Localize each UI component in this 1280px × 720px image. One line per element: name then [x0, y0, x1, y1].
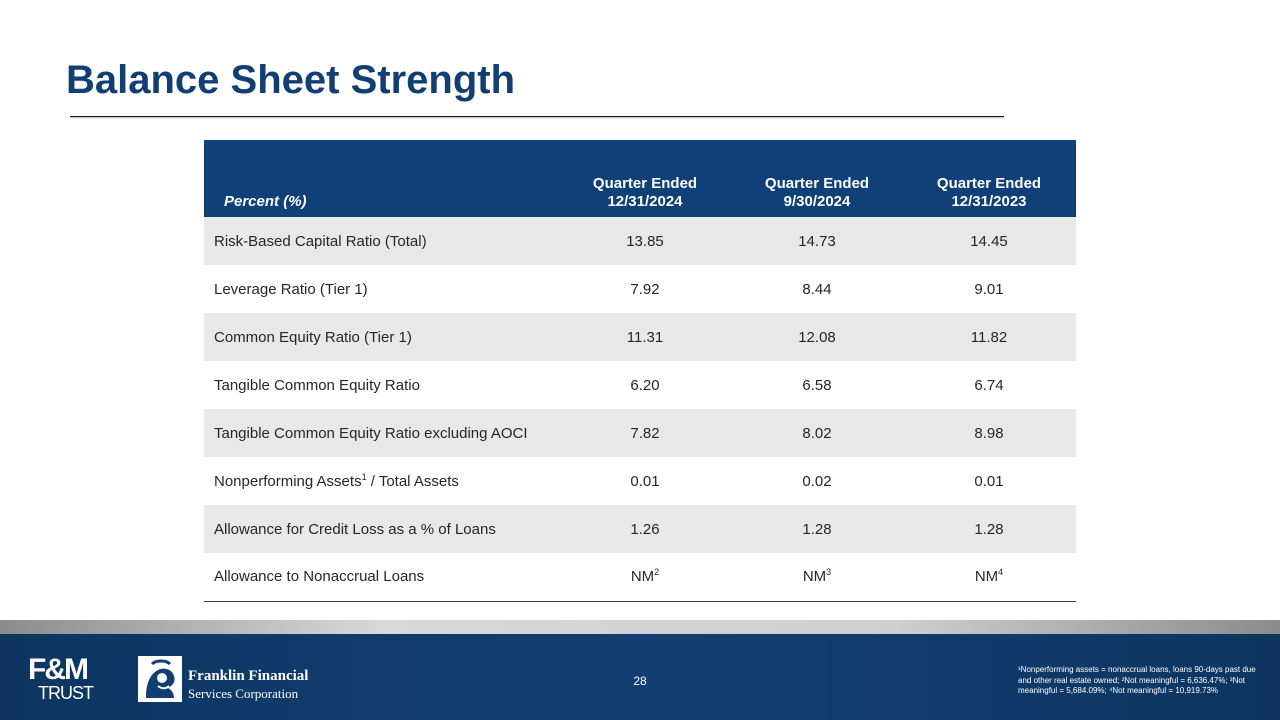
cell-value: 6.74 [974, 376, 1004, 394]
footer-bar: F&M TRUST Franklin Financial Services Co… [0, 634, 1280, 720]
franklin-portrait-icon [138, 656, 182, 702]
title-divider [70, 116, 1004, 117]
footnote-text: ¹Nonperforming assets = nonaccrual loans… [1018, 665, 1256, 695]
cell-value: 1.28 [802, 520, 832, 538]
row-label: Nonperforming Assets1 / Total Assets [214, 471, 459, 490]
footnote-marker: 3 [826, 567, 832, 578]
cell-value: 14.45 [970, 232, 1008, 250]
footnote-marker: 2 [654, 567, 660, 578]
footnote-marker: 1 [361, 471, 367, 482]
table-row: Common Equity Ratio (Tier 1) 11.31 12.08… [204, 313, 1076, 361]
cell-value: 8.44 [802, 280, 832, 298]
cell-value: 0.01 [974, 472, 1004, 490]
franklin-financial-logo: Franklin Financial Services Corporation [138, 656, 308, 702]
table-row: Allowance to Nonaccrual Loans NM2 NM3 NM… [204, 553, 1076, 601]
column-header-q3-2024: Quarter Ended 9/30/2024 [764, 175, 870, 210]
row-label: Allowance for Credit Loss as a % of Loan… [214, 520, 496, 538]
column-header-q4-2023: Quarter Ended 12/31/2023 [936, 175, 1042, 210]
table-header-row: Percent (%) Quarter Ended 12/31/2024 Qua… [204, 140, 1076, 217]
row-label: Risk-Based Capital Ratio (Total) [214, 232, 427, 250]
table-row: Allowance for Credit Loss as a % of Loan… [204, 505, 1076, 553]
cell-value: 8.98 [974, 424, 1004, 442]
cell-value: 14.73 [798, 232, 836, 250]
cell-value: 8.02 [802, 424, 832, 442]
footnote-marker: 4 [998, 567, 1004, 578]
cell-value: 11.82 [970, 328, 1008, 346]
cell-value: NM3 [802, 567, 832, 586]
cell-value: NM2 [630, 567, 660, 586]
row-label: Leverage Ratio (Tier 1) [214, 280, 368, 298]
cell-value: 0.02 [802, 472, 832, 490]
percent-header: Percent (%) [224, 193, 307, 210]
cell-value: 0.01 [630, 472, 660, 490]
cell-value: 9.01 [974, 280, 1004, 298]
table-row: Nonperforming Assets1 / Total Assets 0.0… [204, 457, 1076, 505]
capital-ratios-table: Percent (%) Quarter Ended 12/31/2024 Qua… [204, 140, 1076, 602]
cell-value: 1.26 [630, 520, 660, 538]
row-label: Tangible Common Equity Ratio excluding A… [214, 424, 528, 442]
table-row: Tangible Common Equity Ratio excluding A… [204, 409, 1076, 457]
cell-value: 12.08 [798, 328, 836, 346]
table-row: Risk-Based Capital Ratio (Total) 13.85 1… [204, 217, 1076, 265]
fm-trust-logo: F&M TRUST [28, 653, 94, 703]
cell-value: 1.28 [974, 520, 1004, 538]
cell-value: 13.85 [626, 232, 664, 250]
slide-title: Balance Sheet Strength [66, 58, 516, 102]
row-label: Allowance to Nonaccrual Loans [214, 568, 425, 586]
column-header-q4-2024: Quarter Ended 12/31/2024 [592, 175, 698, 210]
table-row: Leverage Ratio (Tier 1) 7.92 8.44 9.01 [204, 265, 1076, 313]
cell-value: 6.58 [802, 376, 832, 394]
cell-value: 11.31 [626, 328, 664, 346]
page-number: 28 [633, 674, 647, 688]
cell-value: 7.92 [630, 280, 660, 298]
row-label: Tangible Common Equity Ratio [214, 376, 420, 394]
cell-value: 7.82 [630, 424, 660, 442]
cell-value: 6.20 [630, 376, 660, 394]
cell-value: NM4 [974, 567, 1004, 586]
title-divider-shadow [70, 117, 1004, 119]
footer-divider-strip [0, 620, 1280, 634]
table-row: Tangible Common Equity Ratio 6.20 6.58 6… [204, 361, 1076, 409]
row-label: Common Equity Ratio (Tier 1) [214, 328, 412, 346]
